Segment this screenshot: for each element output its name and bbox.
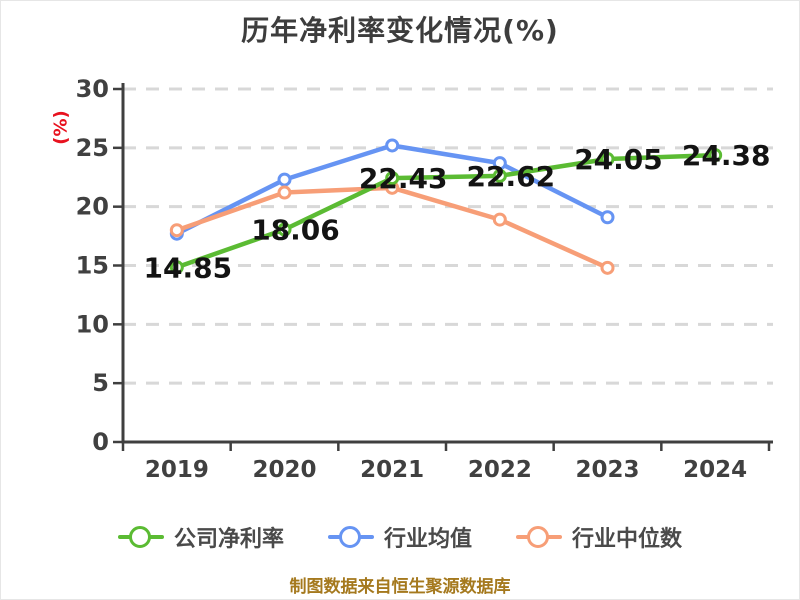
y-tick-label: 15 [76, 252, 109, 280]
legend-item-0: 公司净利率 [117, 521, 284, 553]
series-marker-0 [600, 152, 615, 167]
legend-item-2: 行业中位数 [516, 521, 682, 553]
y-tick-label: 10 [76, 310, 109, 338]
legend-label: 行业中位数 [572, 527, 683, 552]
series-marker-0 [708, 148, 723, 163]
series-marker-2 [169, 223, 184, 238]
data-label: 18.06 [251, 213, 340, 246]
x-tick-label: 2019 [145, 457, 209, 483]
series-marker-0 [277, 222, 292, 237]
y-tick-label: 20 [76, 193, 109, 221]
legend-marker-icon [117, 525, 164, 549]
y-tick-label: 0 [92, 428, 109, 456]
x-tick-label: 2023 [575, 457, 639, 483]
x-tick-label: 2022 [468, 457, 532, 483]
series-marker-0 [169, 260, 184, 275]
y-tick-label: 30 [76, 75, 109, 103]
series-line-0 [174, 152, 718, 270]
y-tick-label: 5 [92, 369, 109, 397]
legend-marker-icon [327, 525, 374, 549]
source-note: 制图数据来自恒生聚源数据库 [289, 577, 511, 597]
y-tick-label: 25 [76, 134, 109, 162]
series-marker-0 [492, 168, 507, 183]
legend-label: 公司净利率 [173, 527, 284, 552]
data-label: 24.38 [682, 139, 771, 172]
data-label: 22.62 [467, 160, 556, 193]
series-marker-1 [277, 172, 292, 187]
chart-title: 历年净利率变化情况(%) [241, 14, 559, 47]
legend-marker-icon [516, 525, 562, 549]
data-label: 24.05 [574, 143, 663, 176]
legend-item-1: 行业均值 [327, 521, 472, 553]
series-marker-1 [492, 156, 507, 171]
legend: 公司净利率 行业均值 行业中位数 [1, 521, 799, 553]
legend-label: 行业均值 [383, 527, 472, 552]
series-marker-2 [600, 260, 615, 275]
series-marker-2 [277, 185, 292, 200]
x-tick-label: 2020 [252, 457, 316, 483]
series-marker-0 [385, 171, 400, 186]
series-marker-1 [600, 210, 615, 225]
data-label: 14.85 [144, 251, 233, 284]
line-chart-plot: 0 5 10 15 20 25 30 2019 2020 2021 2022 2023 2024 14.8… [76, 75, 773, 483]
series-marker-2 [492, 212, 507, 227]
x-tick-label: 2024 [683, 457, 747, 483]
x-tick-label: 2021 [360, 457, 424, 483]
data-label: 22.43 [359, 162, 448, 195]
series-marker-1 [385, 138, 400, 153]
